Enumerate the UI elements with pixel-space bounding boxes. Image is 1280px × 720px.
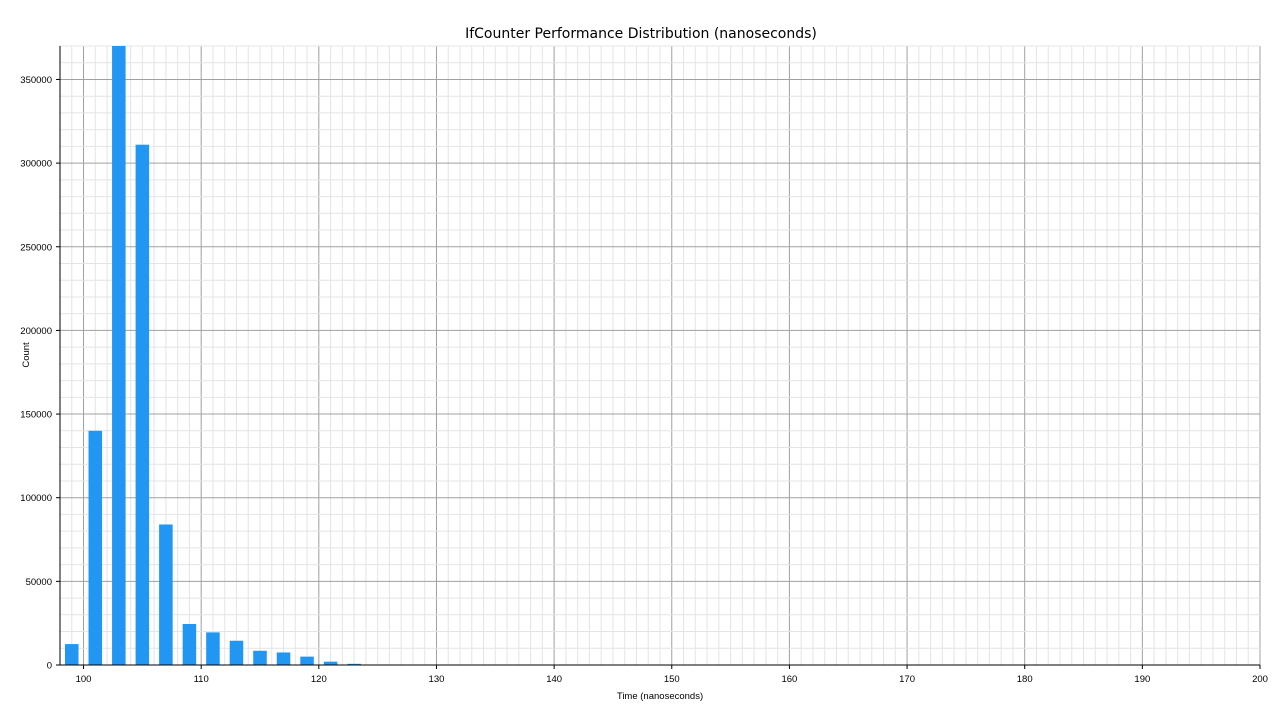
bar [112, 46, 126, 665]
y-tick-label: 50000 [26, 577, 52, 588]
grid [59, 45, 1261, 666]
bar [253, 650, 267, 665]
y-axis-label: Count [21, 342, 32, 368]
bar [300, 656, 314, 665]
bar [229, 640, 244, 665]
x-tick-label: 100 [76, 674, 92, 685]
y-tick-label: 200000 [20, 326, 52, 337]
x-tick-label: 180 [1017, 674, 1033, 685]
bar [159, 524, 173, 665]
bar [182, 624, 197, 665]
x-tick-label: 160 [781, 674, 797, 685]
y-ticks: 0 50000 100000 150000 200000 250000 300000 3500… [20, 75, 60, 672]
x-tick-label: 170 [899, 674, 915, 685]
bar [276, 652, 291, 665]
x-tick-label: 110 [194, 674, 209, 685]
y-tick-label: 300000 [20, 159, 52, 170]
bar [347, 663, 361, 665]
axes [59, 46, 1260, 666]
y-tick-label: 250000 [20, 242, 52, 253]
x-tick-label: 130 [429, 674, 445, 685]
y-tick-label: 100000 [20, 493, 52, 504]
bars [65, 46, 361, 666]
x-axis-label: Time (nanoseconds) [617, 691, 703, 702]
chart-title: IfCounter Performance Distribution (nano… [465, 26, 817, 42]
y-tick-label: 150000 [20, 410, 52, 421]
x-ticks: 100 110 120 130 140 150 160 170 180 190 200 [76, 665, 1268, 685]
x-tick-label: 200 [1252, 674, 1268, 685]
x-tick-label: 120 [311, 674, 327, 685]
bar [323, 661, 338, 665]
y-tick-label: 350000 [20, 75, 52, 86]
bar [88, 430, 103, 665]
bar [135, 144, 150, 666]
x-tick-label: 140 [546, 674, 562, 685]
x-tick-label: 150 [664, 674, 680, 685]
x-tick-label: 190 [1134, 674, 1150, 685]
bar [65, 644, 79, 665]
bar [206, 632, 220, 665]
y-tick-label: 0 [47, 661, 52, 672]
